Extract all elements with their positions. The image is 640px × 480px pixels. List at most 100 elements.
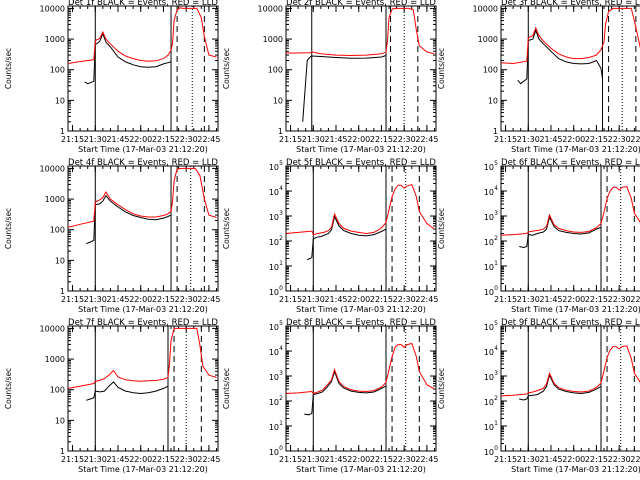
y-tick-label: 10 xyxy=(269,213,279,222)
chart-panel-8: Det 8f BLACK = Events, RED = LLD Counts/s… xyxy=(222,318,438,474)
lld-series-line xyxy=(501,186,640,236)
y-axis-label: Counts/sec xyxy=(4,48,13,89)
x-tick-label: 21:15 xyxy=(494,295,517,304)
y-tick-label: 10 xyxy=(269,373,279,382)
x-tick-label: 22:15 xyxy=(152,295,175,304)
y-tick-exponent: 5 xyxy=(279,160,283,167)
y-tick-exponent: 1 xyxy=(279,260,283,267)
events-series-line xyxy=(304,370,387,416)
x-tick-label: 22:00 xyxy=(562,295,585,304)
y-tick-label: 10 xyxy=(484,423,494,432)
y-tick-label: 10000 xyxy=(40,324,65,333)
x-axis-label: Start Time (17-Mar-03 21:12:20) xyxy=(78,305,208,314)
y-axis-label: Counts/sec xyxy=(4,368,13,409)
x-tick-label: 22:15 xyxy=(585,135,608,144)
x-tick-label: 21:15 xyxy=(61,135,84,144)
plot-frame xyxy=(500,325,640,452)
x-axis-label: Start Time (17-Mar-03 21:12:20) xyxy=(296,305,426,314)
y-tick-label: 1000 xyxy=(478,35,498,44)
y-tick-label: 10 xyxy=(484,238,494,247)
chart-title: Det 6f BLACK = Events, RED = LLD xyxy=(501,158,640,168)
y-tick-exponent: 1 xyxy=(279,420,283,427)
x-tick-label: 22:45 xyxy=(197,135,220,144)
events-series-line xyxy=(84,32,172,85)
y-tick-exponent: 3 xyxy=(494,210,498,217)
y-tick-exponent: 5 xyxy=(494,320,498,327)
y-tick-label: 10 xyxy=(55,256,65,265)
x-tick-label: 21:15 xyxy=(61,295,84,304)
x-axis-label: Start Time (17-Mar-03 21:12:20) xyxy=(296,145,426,154)
chart-panel-2: Det 2f BLACK = Events, RED = LLD Counts/s… xyxy=(222,0,438,154)
x-tick-label: 22:00 xyxy=(129,135,152,144)
chart-title: Det 5f BLACK = Events, RED = LLD xyxy=(286,158,436,168)
x-tick-label: 22:15 xyxy=(370,295,393,304)
plot-frame xyxy=(67,5,219,132)
chart-panel-9: Det 9f BLACK = Events, RED = LLD Counts/s… xyxy=(437,318,640,474)
x-tick-label: 22:00 xyxy=(347,135,370,144)
chart-panel-5: Det 5f BLACK = Events, RED = LLD Counts/s… xyxy=(222,158,438,314)
plot-frame xyxy=(285,325,437,452)
chart-title: Det 8f BLACK = Events, RED = LLD xyxy=(286,318,436,328)
y-tick-label: 10 xyxy=(488,96,498,105)
lld-series-line xyxy=(68,327,217,389)
y-tick-label: 10000 xyxy=(40,4,65,13)
x-tick-label: 22:00 xyxy=(347,295,370,304)
x-axis-label: Start Time (17-Mar-03 21:12:20) xyxy=(511,145,640,154)
y-tick-label: 10 xyxy=(484,213,494,222)
chart-title: Det 7f BLACK = Events, RED = LLD xyxy=(68,318,218,328)
x-tick-label: 21:15 xyxy=(494,455,517,464)
x-tick-label: 21:30 xyxy=(517,455,540,464)
events-series-line xyxy=(302,55,387,122)
x-tick-label: 21:30 xyxy=(84,455,107,464)
y-tick-label: 10 xyxy=(269,163,279,172)
y-tick-label: 100 xyxy=(50,66,65,75)
y-axis-label: Counts/sec xyxy=(437,48,446,89)
y-tick-label: 1000 xyxy=(45,195,65,204)
y-tick-exponent: 3 xyxy=(494,370,498,377)
y-tick-label: 1000 xyxy=(263,35,283,44)
x-tick-label: 22:30 xyxy=(175,455,198,464)
y-axis-label: Counts/sec xyxy=(437,368,446,409)
x-tick-label: 22:00 xyxy=(129,455,152,464)
x-tick-label: 21:30 xyxy=(302,135,325,144)
x-tick-label: 21:30 xyxy=(84,135,107,144)
y-tick-label: 10 xyxy=(269,448,279,457)
x-tick-label: 21:45 xyxy=(539,295,562,304)
y-tick-label: 10 xyxy=(269,188,279,197)
x-tick-label: 21:45 xyxy=(324,455,347,464)
chart-title: Det 4f BLACK = Events, RED = LLD xyxy=(68,158,218,168)
x-tick-label: 22:45 xyxy=(630,135,640,144)
y-tick-label: 100 xyxy=(268,66,283,75)
y-axis-label: Counts/sec xyxy=(222,48,231,89)
lld-series-line xyxy=(286,342,435,395)
events-series-line xyxy=(519,373,602,401)
y-tick-label: 10 xyxy=(484,448,494,457)
x-tick-label: 22:15 xyxy=(370,135,393,144)
y-tick-label: 10 xyxy=(55,96,65,105)
y-tick-exponent: 0 xyxy=(279,445,283,452)
y-tick-label: 10 xyxy=(484,348,494,357)
y-tick-label: 10 xyxy=(269,263,279,272)
x-tick-label: 22:00 xyxy=(347,455,370,464)
y-tick-label: 10 xyxy=(55,416,65,425)
y-tick-label: 1 xyxy=(493,127,498,136)
y-tick-label: 10 xyxy=(269,348,279,357)
x-tick-label: 21:30 xyxy=(302,455,325,464)
x-tick-label: 22:15 xyxy=(152,135,175,144)
y-tick-label: 100 xyxy=(50,386,65,395)
plot-frame xyxy=(500,5,640,132)
y-axis-label: Counts/sec xyxy=(222,208,231,249)
x-tick-label: 22:45 xyxy=(415,135,438,144)
y-tick-label: 10 xyxy=(484,263,494,272)
plot-frame xyxy=(285,5,437,132)
y-tick-exponent: 4 xyxy=(279,185,283,192)
chart-panel-7: Det 7f BLACK = Events, RED = LLD Counts/s… xyxy=(4,318,220,474)
y-axis-label: Counts/sec xyxy=(222,368,231,409)
x-tick-label: 22:45 xyxy=(415,295,438,304)
y-tick-label: 10000 xyxy=(258,4,283,13)
x-tick-label: 21:45 xyxy=(539,455,562,464)
lld-series-line xyxy=(68,7,217,64)
y-tick-exponent: 3 xyxy=(279,210,283,217)
events-series-line xyxy=(307,215,387,261)
